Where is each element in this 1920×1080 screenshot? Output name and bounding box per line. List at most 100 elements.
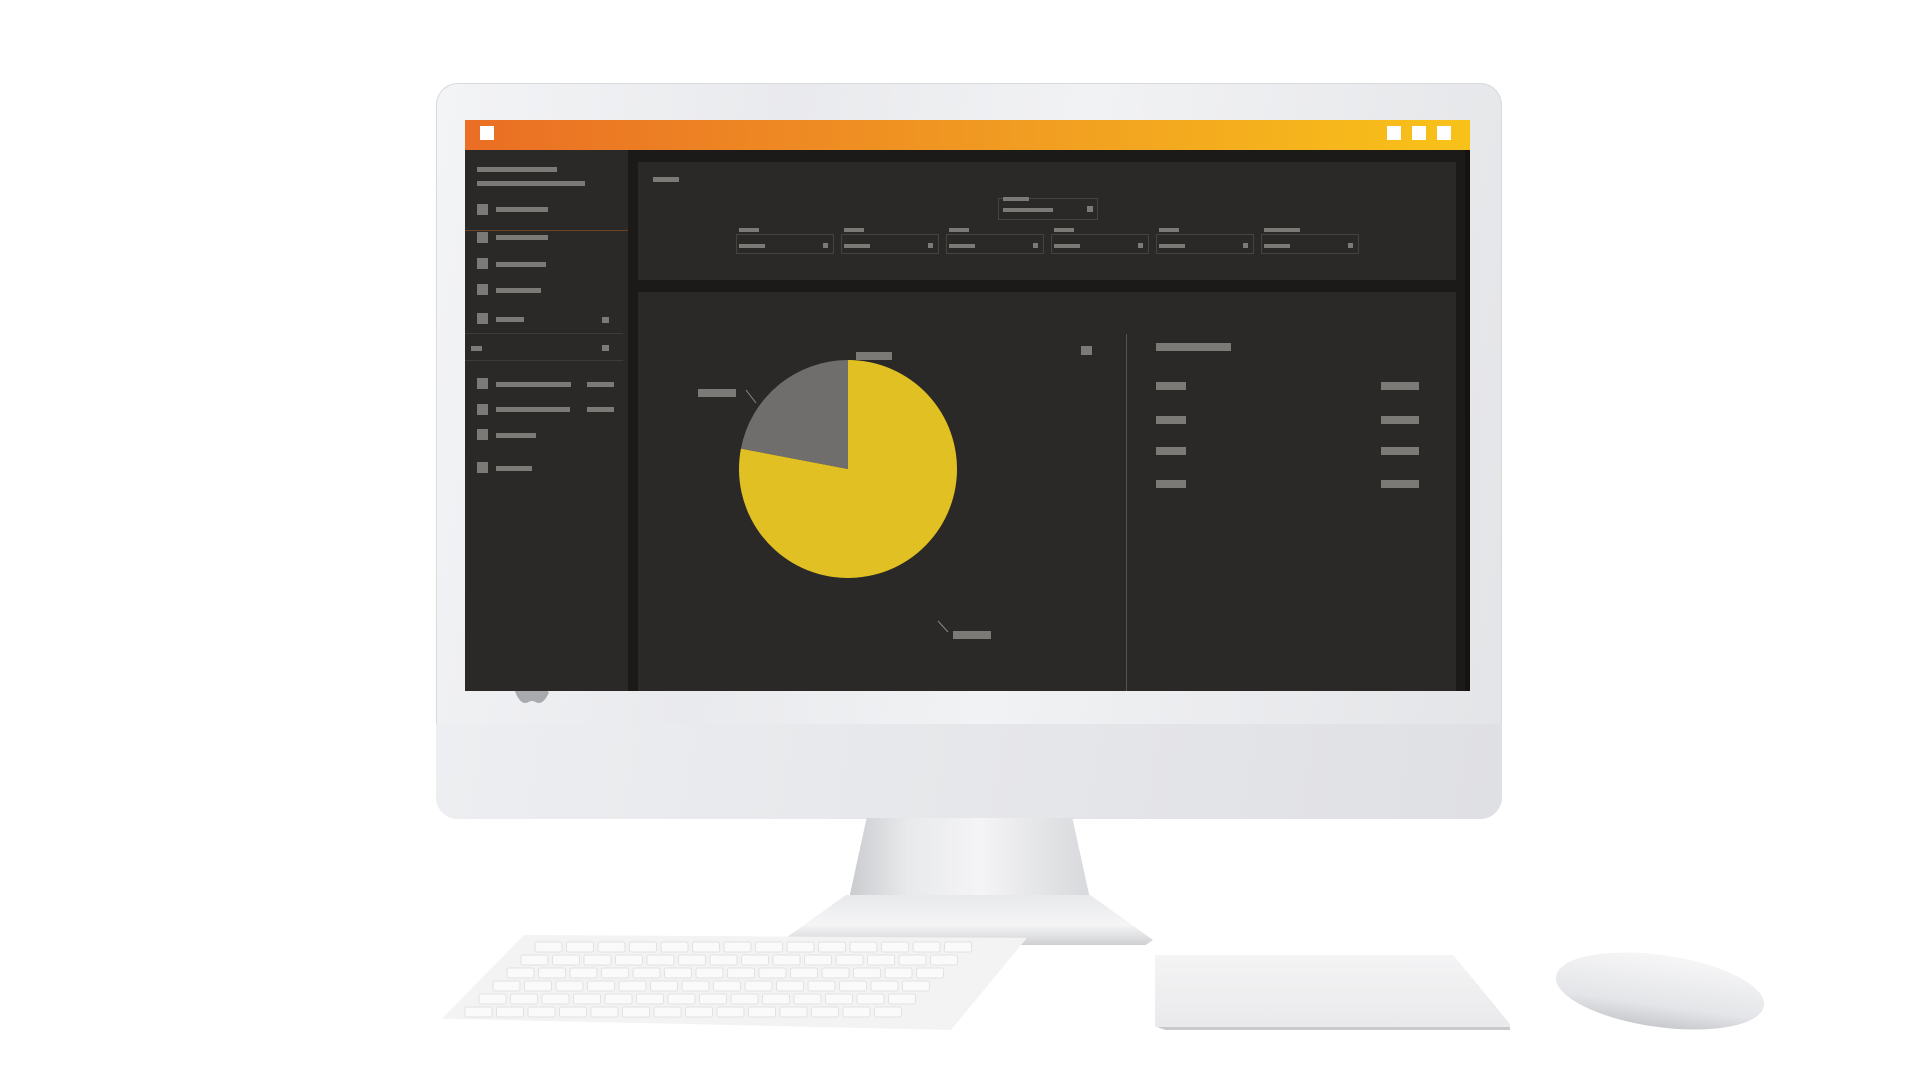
filter-field[interactable] <box>1261 228 1359 254</box>
keyboard-key <box>646 954 675 966</box>
pie-slice-2[interactable] <box>740 360 848 469</box>
keyboard-key <box>601 967 629 979</box>
keyboard-key <box>559 1006 587 1018</box>
keyboard-key <box>685 1006 713 1018</box>
keyboard-key <box>538 967 566 979</box>
keyboard-key <box>867 954 895 966</box>
select-dropdown[interactable] <box>998 197 1098 220</box>
keyboard-key <box>618 980 647 992</box>
keyboard-key <box>615 954 643 966</box>
section-toggle-icon[interactable] <box>602 345 609 351</box>
keyboard-key <box>496 1006 524 1018</box>
sidebar-divider <box>465 230 628 231</box>
keyboard-key <box>716 1006 745 1018</box>
keyboard-key <box>748 1006 776 1018</box>
keyboard-key <box>520 954 549 966</box>
chevron-down-icon <box>1243 243 1248 248</box>
app-icon[interactable] <box>480 126 494 140</box>
legend-value <box>1381 416 1419 424</box>
sidebar-item-label <box>496 288 541 293</box>
sidebar-item-label <box>496 262 546 267</box>
chevron-down-icon <box>1033 243 1038 248</box>
keyboard-key <box>825 993 853 1005</box>
filter-value <box>1159 244 1185 248</box>
keyboard-key <box>534 941 563 953</box>
pie-chart <box>698 346 1092 639</box>
keyboard-key <box>464 1006 493 1018</box>
filter-value <box>1264 244 1290 248</box>
window-close-icon[interactable] <box>1437 126 1451 140</box>
pie-label-top <box>856 352 892 360</box>
keyboard-key <box>590 1006 619 1018</box>
keyboard-key <box>856 993 885 1005</box>
list-item-icon <box>477 404 488 415</box>
chevron-down-icon <box>1348 243 1353 248</box>
filter-value <box>844 244 870 248</box>
chevron-down-icon <box>928 243 933 248</box>
keyboard-key <box>650 980 678 992</box>
list-item-icon <box>477 429 488 440</box>
keyboard-key <box>492 980 521 992</box>
sidebar-item-icon <box>477 258 488 269</box>
filter-field[interactable] <box>736 228 834 254</box>
list-item-label <box>496 407 570 412</box>
imac-stand-base <box>783 895 1153 945</box>
filter-label <box>739 228 759 232</box>
keyboard-key <box>884 967 913 979</box>
sidebar-item-label <box>496 317 524 322</box>
filter-field[interactable] <box>1156 228 1254 254</box>
window-maximize-icon[interactable] <box>1412 126 1426 140</box>
filter-value <box>739 244 765 248</box>
legend-label <box>1156 447 1186 455</box>
trackpad <box>1155 955 1510 1030</box>
chevron-down-icon <box>1138 243 1143 248</box>
keyboard-key <box>678 954 706 966</box>
pie-label-secondary <box>698 389 736 397</box>
chart-options-icon[interactable] <box>1081 346 1092 355</box>
select-label <box>1003 197 1029 201</box>
screen-edge <box>1465 150 1470 691</box>
filter-field[interactable] <box>841 228 939 254</box>
window-minimize-icon[interactable] <box>1387 126 1401 140</box>
legend-title <box>1156 343 1231 351</box>
keyboard-key <box>902 980 930 992</box>
keyboard-key <box>566 941 594 953</box>
filter-label <box>844 228 864 232</box>
keyboard-key <box>898 954 927 966</box>
keyboard-key <box>713 980 741 992</box>
sidebar-title <box>477 167 557 172</box>
keyboard-key <box>916 967 944 979</box>
keyboard-key <box>569 967 598 979</box>
pie-leader-line <box>937 620 949 633</box>
keyboard-key <box>629 941 657 953</box>
filter-field[interactable] <box>946 228 1044 254</box>
filter-field[interactable] <box>1051 228 1149 254</box>
sidebar-item-label <box>496 235 548 240</box>
keyboard-key <box>741 954 769 966</box>
keyboard-key <box>709 954 738 966</box>
legend-value <box>1381 480 1419 488</box>
keyboard-keys <box>464 941 972 1018</box>
keyboard-key <box>636 993 664 1005</box>
select-value <box>1003 208 1053 212</box>
keyboard-key <box>772 954 801 966</box>
chart-panel <box>638 292 1456 691</box>
keyboard-key <box>804 954 832 966</box>
keyboard-key <box>944 941 972 953</box>
keyboard-key <box>912 941 941 953</box>
keyboard-key <box>842 1006 871 1018</box>
keyboard-key <box>818 941 846 953</box>
keyboard-key <box>744 980 773 992</box>
keyboard-key <box>555 980 584 992</box>
keyboard-key <box>552 954 580 966</box>
chart-divider <box>1126 334 1127 691</box>
keyboard-key <box>622 1006 650 1018</box>
sidebar-item-label <box>496 207 548 212</box>
filter-label <box>949 228 969 232</box>
keyboard-key <box>839 980 867 992</box>
keyboard-key <box>779 1006 808 1018</box>
keyboard-key <box>755 941 783 953</box>
keyboard-key <box>723 941 752 953</box>
keyboard-key <box>695 967 724 979</box>
list-item-icon <box>477 378 488 389</box>
